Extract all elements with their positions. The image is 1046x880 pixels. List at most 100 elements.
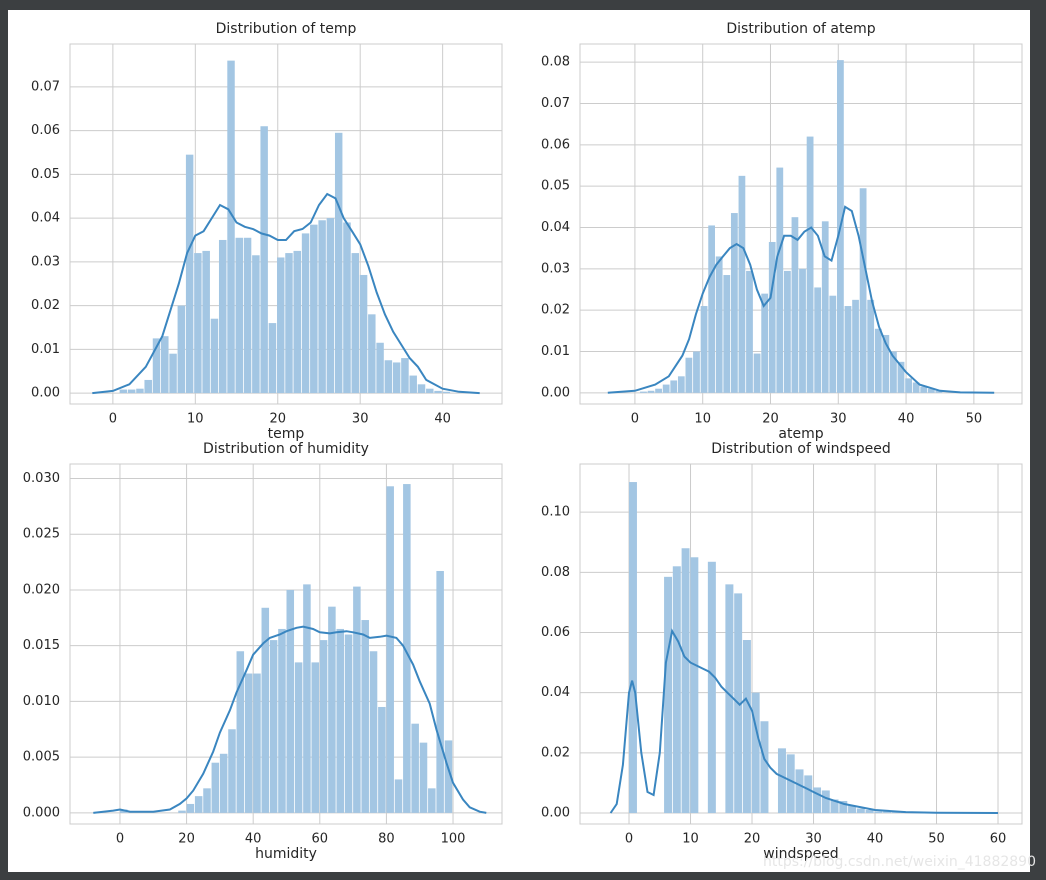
bar [738,175,746,393]
x-axis-label: windspeed [763,846,838,862]
bar [442,391,451,394]
y-tick-label: 0.04 [541,685,570,700]
bar [361,620,369,813]
bar [311,662,320,813]
x-tick-label: 60 [312,832,329,847]
bar [883,811,892,814]
bar [152,338,161,394]
bar [852,299,859,393]
bar [690,557,699,814]
bar [707,561,716,814]
bar [136,388,144,394]
bar [708,225,715,393]
x-tick-label: 40 [245,832,262,847]
plot-area [70,464,502,824]
bar [751,692,760,814]
bar [874,811,883,814]
bar [629,482,637,814]
x-tick-label: 50 [928,832,945,847]
bar [127,389,136,394]
bar [252,255,260,394]
bar [351,253,359,394]
bar [804,775,813,814]
bar [403,484,411,813]
bar [194,796,203,813]
kde-line [609,628,999,814]
bar [776,167,784,393]
bar [791,217,799,393]
bar [890,351,897,393]
x-tick-label: 30 [805,832,822,847]
bar [318,220,326,394]
y-tick-label: 0.01 [541,344,570,359]
bar [935,390,943,393]
bar [394,779,403,813]
x-tick-label: 0 [625,832,633,847]
y-tick-label: 0.00 [541,806,570,821]
bar [344,634,353,813]
bar [839,800,848,814]
y-tick-label: 0.07 [31,79,60,94]
y-tick-label: 0.03 [541,261,570,276]
bar [269,640,278,813]
bar [730,213,738,393]
x-axis-label: temp [268,426,305,442]
bar [715,256,723,393]
bar [806,136,814,393]
y-tick-label: 0.020 [23,582,60,597]
bar [859,188,867,393]
y-tick-label: 0.025 [23,527,60,542]
plot-area [580,464,1022,824]
bar [186,803,195,813]
kde-line [607,205,995,394]
bar [417,384,426,394]
bar [368,314,376,394]
bar [677,376,685,393]
bar [194,253,202,394]
bar [411,723,419,813]
y-tick-label: 0.00 [541,385,570,400]
bar [303,584,311,813]
bar [202,250,210,394]
bar [419,742,428,813]
bar [211,762,220,813]
bar [662,384,670,393]
bar [813,787,822,814]
x-tick-label: 20 [178,832,195,847]
y-tick-label: 0.010 [23,694,60,709]
bar [253,673,261,813]
bar [185,154,194,394]
bar [243,237,252,394]
bar [301,233,310,394]
bar [897,361,905,393]
bar [434,390,442,394]
bar [693,351,700,393]
bar [169,353,177,394]
bar [672,566,681,814]
bar [874,328,882,393]
x-tick-label: 40 [434,412,451,427]
y-tick-label: 0.08 [541,565,570,580]
y-tick-label: 0.06 [541,137,570,152]
bar [777,748,786,814]
bar [386,486,394,813]
x-tick-label: 30 [352,412,369,427]
bar [353,586,361,813]
chart-title: Distribution of atemp [726,21,875,37]
bar [260,126,268,394]
bar [392,362,401,394]
bar [856,808,865,814]
x-tick-label: 20 [744,832,761,847]
bar [821,790,830,814]
bar [244,673,253,813]
bar [236,651,245,813]
bar [293,250,302,394]
x-tick-label: 20 [762,412,779,427]
bar [428,788,436,813]
bar [376,342,384,394]
y-tick-label: 0.01 [31,342,60,357]
bar [867,299,875,393]
y-tick-label: 0.06 [541,625,570,640]
bar [219,753,228,813]
